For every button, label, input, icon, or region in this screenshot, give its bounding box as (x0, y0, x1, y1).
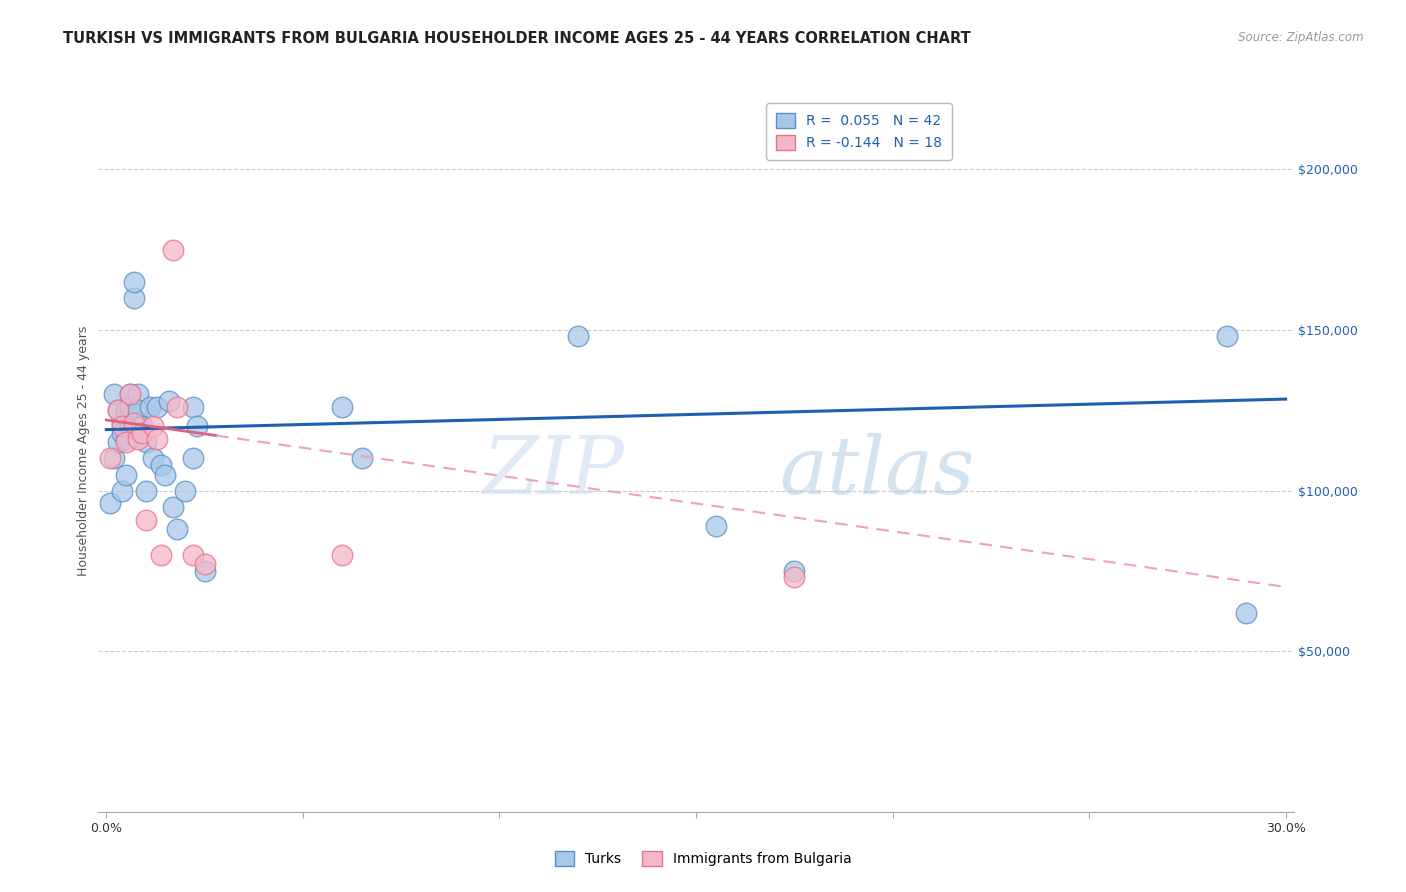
Point (162, 500, 184, 514)
Point (111, 416, 134, 430)
Point (131, 419, 153, 434)
Point (122, 291, 145, 305)
Point (350, 451, 373, 466)
Point (118, 400, 141, 414)
Point (103, 451, 125, 466)
Point (146, 400, 169, 414)
Point (193, 558, 215, 572)
Point (127, 387, 149, 401)
Point (157, 393, 180, 408)
Legend: R =  0.055   N = 42, R = -0.144   N = 18: R = 0.055 N = 42, R = -0.144 N = 18 (766, 103, 952, 161)
Text: ZIP: ZIP (482, 434, 624, 511)
Point (107, 403, 129, 417)
Point (783, 570, 806, 584)
Point (330, 548, 353, 562)
Point (146, 432, 169, 446)
Point (181, 400, 204, 414)
Point (138, 400, 160, 414)
Point (118, 387, 141, 401)
Point (135, 512, 157, 526)
Point (111, 483, 134, 498)
Text: TURKISH VS IMMIGRANTS FROM BULGARIA HOUSEHOLDER INCOME AGES 25 - 44 YEARS CORREL: TURKISH VS IMMIGRANTS FROM BULGARIA HOUS… (63, 31, 972, 46)
Text: atlas: atlas (779, 434, 974, 511)
Point (115, 435, 138, 450)
Point (98, 451, 121, 466)
Point (98, 496, 121, 510)
Point (162, 243, 184, 257)
Point (181, 451, 204, 466)
Point (567, 329, 589, 343)
Point (122, 416, 145, 430)
Point (107, 435, 129, 450)
Point (111, 425, 134, 440)
Point (166, 400, 188, 414)
Point (127, 403, 149, 417)
Point (1215, 329, 1237, 343)
Point (122, 275, 145, 289)
Point (135, 435, 157, 450)
Point (107, 403, 129, 417)
Text: Source: ZipAtlas.com: Source: ZipAtlas.com (1239, 31, 1364, 45)
Point (150, 548, 173, 562)
Point (155, 467, 177, 482)
Point (150, 458, 173, 472)
Point (1234, 606, 1257, 620)
Y-axis label: Householder Income Ages 25 - 44 years: Householder Income Ages 25 - 44 years (77, 326, 90, 575)
Legend: Turks, Immigrants from Bulgaria: Turks, Immigrants from Bulgaria (548, 846, 858, 871)
Point (330, 400, 353, 414)
Point (118, 419, 141, 434)
Point (186, 419, 208, 434)
Point (103, 387, 125, 401)
Point (174, 483, 197, 498)
Point (131, 425, 153, 440)
Point (166, 522, 188, 536)
Point (111, 419, 134, 434)
Point (118, 387, 141, 401)
Point (783, 564, 806, 578)
Point (115, 403, 138, 417)
Point (115, 432, 138, 446)
Point (127, 419, 149, 434)
Point (135, 483, 157, 498)
Point (181, 548, 204, 562)
Point (115, 467, 138, 482)
Point (193, 564, 215, 578)
Point (142, 451, 165, 466)
Point (142, 419, 165, 434)
Point (704, 519, 727, 533)
Point (127, 432, 149, 446)
